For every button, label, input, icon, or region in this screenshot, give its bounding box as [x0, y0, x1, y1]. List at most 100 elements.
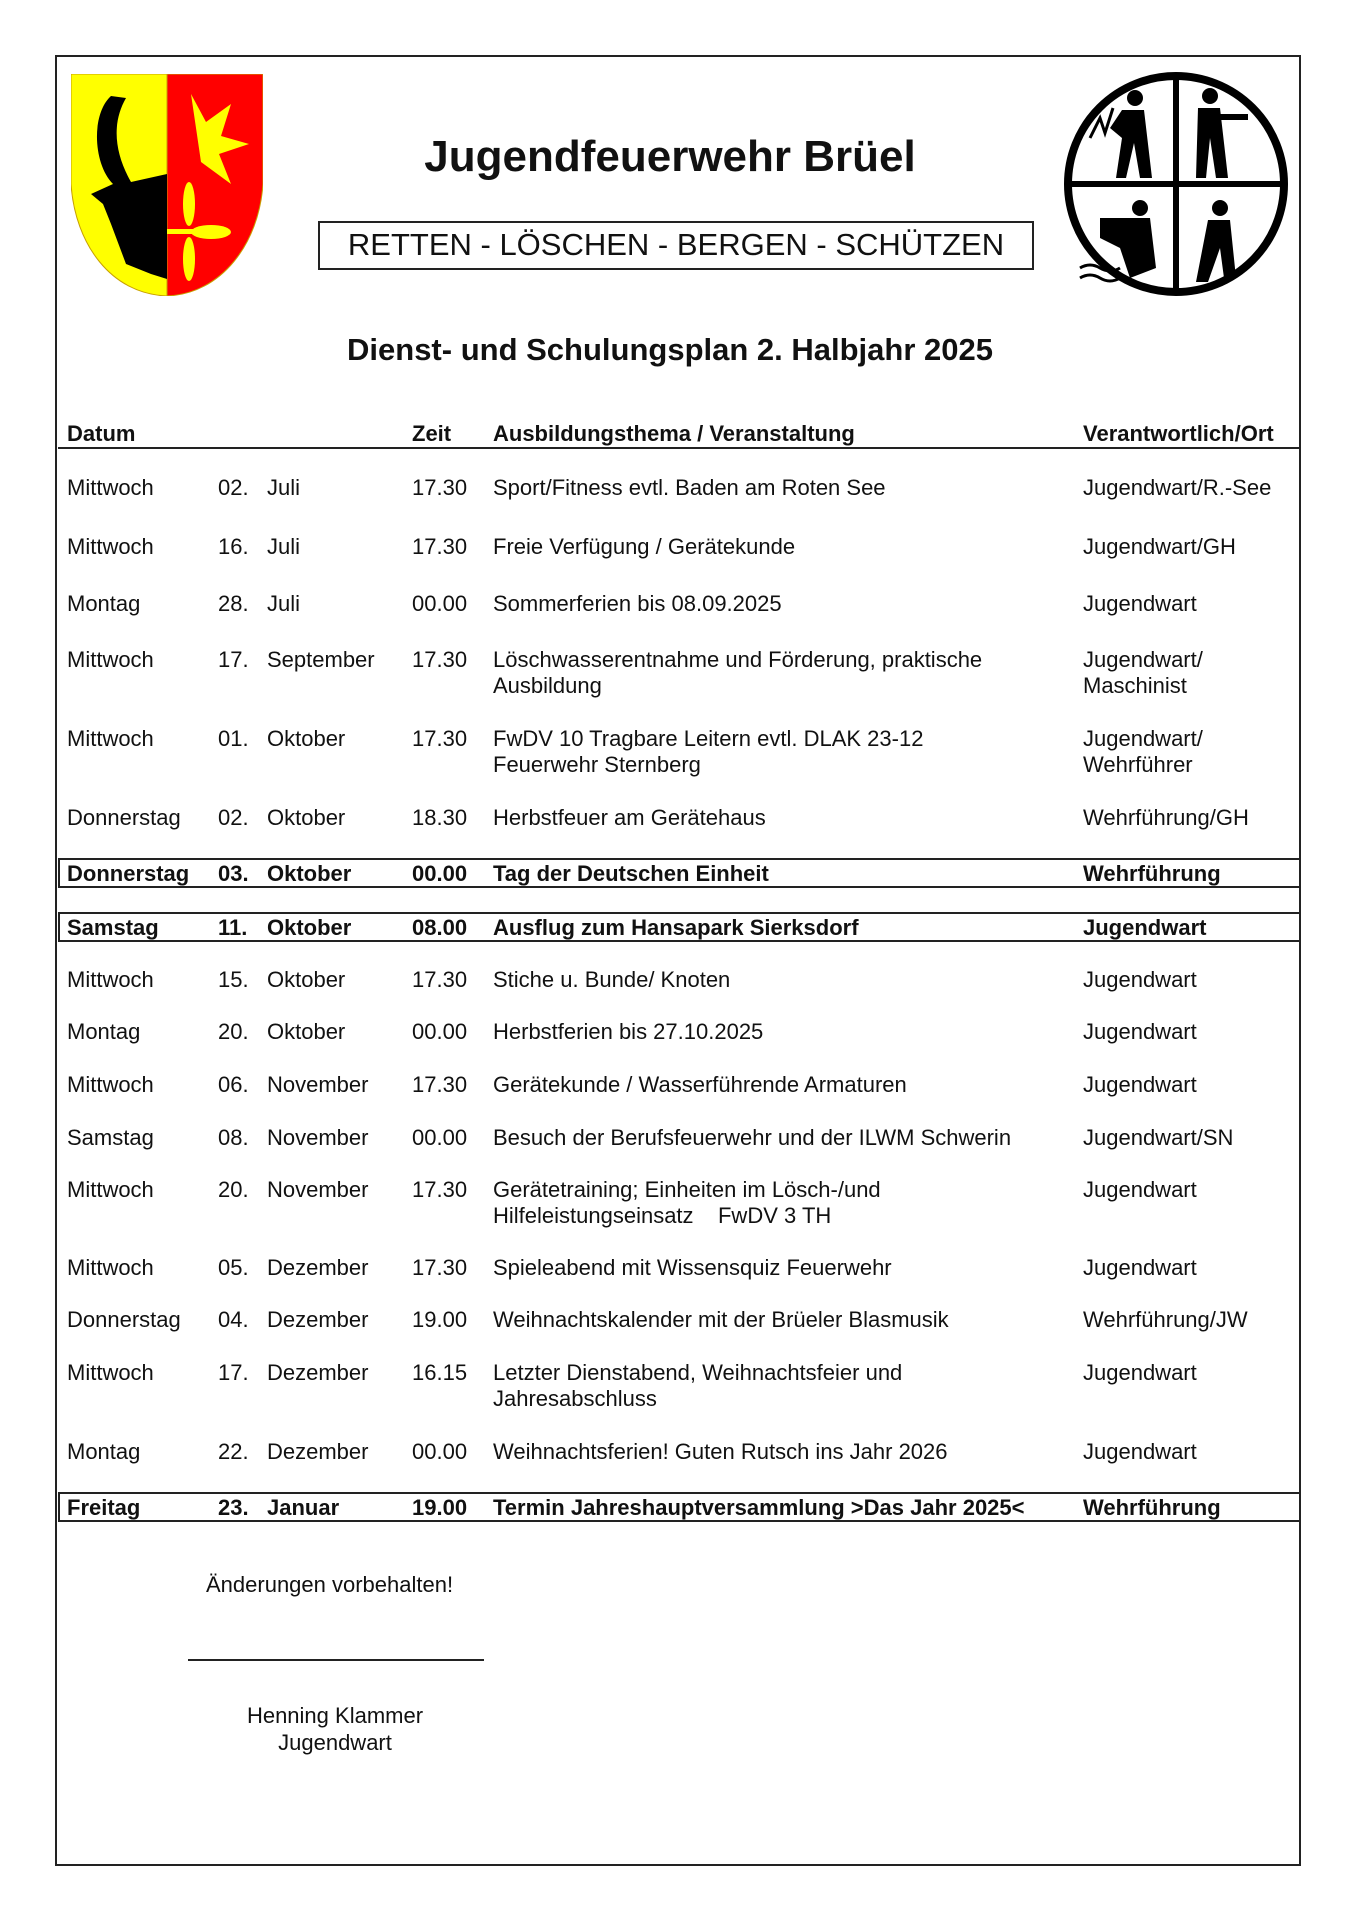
cell-nr: 28. — [218, 591, 249, 616]
cell-nr: 05. — [218, 1255, 249, 1280]
cell-ort: Jugendwart — [1083, 1072, 1197, 1097]
cell-thema: Löschwasserentnahme und Förderung, prakt… — [493, 647, 983, 698]
cell-tag: Mittwoch — [67, 1255, 154, 1280]
cell-zeit: 17.30 — [412, 475, 468, 500]
cell-monat: Oktober — [267, 967, 346, 992]
cell-tag: Freitag — [67, 1495, 141, 1520]
cell-ort: Jugendwart/SN — [1083, 1125, 1234, 1150]
cell-nr: 04. — [218, 1307, 249, 1332]
cell-tag: Mittwoch — [67, 475, 154, 500]
cell-nr: 15. — [218, 967, 249, 992]
cell-thema: Weihnachtskalender mit der Brüeler Blasm… — [493, 1307, 949, 1332]
cell-ort: Jugendwart/ Maschinist — [1083, 647, 1203, 698]
cell-tag: Mittwoch — [67, 726, 154, 751]
cell-thema: Letzter Dienstabend, Weihnachtsfeier und… — [493, 1360, 903, 1411]
column-header-zeit: Zeit — [412, 421, 452, 446]
cell-nr: 06. — [218, 1072, 249, 1097]
cell-thema: Stiche u. Bunde/ Knoten — [493, 967, 731, 992]
plan-subtitle: Dienst- und Schulungsplan 2. Halbjahr 20… — [347, 332, 993, 367]
cell-ort: Jugendwart — [1083, 1360, 1197, 1385]
cell-zeit: 17.30 — [412, 534, 468, 559]
cell-ort: Jugendwart/ Wehrführer — [1083, 726, 1203, 777]
cell-tag: Mittwoch — [67, 534, 154, 559]
cell-monat: November — [267, 1072, 369, 1097]
cell-tag: Montag — [67, 1439, 141, 1464]
cell-tag: Samstag — [67, 915, 159, 940]
cell-nr: 02. — [218, 805, 249, 830]
table-row: Freitag 23. Januar 19.00 Termin Jahreshauptv… — [58, 1492, 1301, 1522]
cell-thema: Sommerferien bis 08.09.2025 — [493, 591, 782, 616]
cell-ort: Jugendwart/R.-See — [1083, 475, 1272, 500]
cell-monat: Juli — [267, 475, 301, 500]
cell-monat: Oktober — [267, 861, 352, 886]
changes-note: Änderungen vorbehalten! — [206, 1572, 454, 1597]
page-frame — [55, 55, 1301, 1866]
cell-nr: 17. — [218, 647, 249, 672]
cell-nr: 03. — [218, 861, 249, 886]
cell-zeit: 17.30 — [412, 647, 468, 672]
table-row: Samstag 11. Oktober 08.00 Ausflug zum Hansap… — [58, 912, 1301, 942]
firefighter-emblem-logo — [1064, 72, 1288, 296]
cell-monat: Juli — [267, 534, 301, 559]
cell-tag: Mittwoch — [67, 967, 154, 992]
cell-tag: Montag — [67, 591, 141, 616]
cell-nr: 11. — [218, 915, 248, 940]
cell-thema: FwDV 10 Tragbare Leitern evtl. DLAK 23-1… — [493, 726, 924, 777]
cell-monat: Dezember — [267, 1307, 369, 1332]
cell-thema: Gerätetraining; Einheiten im Lösch-/und … — [493, 1177, 881, 1228]
cell-monat: November — [267, 1125, 369, 1150]
cell-thema: Gerätekunde / Wasserführende Armaturen — [493, 1072, 907, 1097]
cell-ort: Wehrführung — [1083, 861, 1221, 886]
cell-ort: Jugendwart/GH — [1083, 534, 1236, 559]
column-header-verantwortlich: Verantwortlich/Ort — [1083, 421, 1274, 446]
cell-monat: Oktober — [267, 805, 346, 830]
motto-box: RETTEN - LÖSCHEN - BERGEN - SCHÜTZEN — [318, 221, 1034, 270]
cell-monat: Oktober — [267, 726, 346, 751]
cell-nr: 01. — [218, 726, 249, 751]
column-header-thema: Ausbildungsthema / Veranstaltung — [493, 421, 855, 446]
cell-nr: 16. — [218, 534, 249, 559]
cell-thema: Termin Jahreshauptversammlung >Das Jahr … — [493, 1495, 1025, 1520]
signer-name: Henning Klammer — [246, 1703, 424, 1728]
cell-nr: 20. — [218, 1177, 249, 1202]
cell-zeit: 18.30 — [412, 805, 468, 830]
cell-tag: Mittwoch — [67, 1072, 154, 1097]
cell-monat: November — [267, 1177, 369, 1202]
cell-thema: Ausflug zum Hansapark Sierksdorf — [493, 915, 859, 940]
cell-ort: Wehrführung/JW — [1083, 1307, 1248, 1332]
coat-of-arms-logo — [71, 74, 263, 296]
header-divider — [58, 447, 1301, 449]
cell-zeit: 17.30 — [412, 1177, 468, 1202]
cell-zeit: 17.30 — [412, 1072, 468, 1097]
cell-tag: Donnerstag — [67, 861, 190, 886]
cell-zeit: 00.00 — [412, 861, 468, 886]
cell-monat: Oktober — [267, 915, 352, 940]
cell-thema: Weihnachtsferien! Guten Rutsch ins Jahr … — [493, 1439, 948, 1464]
cell-tag: Mittwoch — [67, 647, 154, 672]
cell-ort: Jugendwart — [1083, 1177, 1197, 1202]
cell-tag: Montag — [67, 1019, 141, 1044]
cell-tag: Donnerstag — [67, 1307, 181, 1332]
cell-monat: September — [267, 647, 375, 672]
cell-ort: Jugendwart — [1083, 1439, 1197, 1464]
cell-zeit: 00.00 — [412, 1125, 468, 1150]
signature-line — [188, 1659, 484, 1661]
cell-nr: 22. — [218, 1439, 249, 1464]
table-row: Donnerstag 03. Oktober 00.00 Tag der Deutsch… — [58, 858, 1301, 888]
cell-monat: Juli — [267, 591, 301, 616]
cell-nr: 08. — [218, 1125, 249, 1150]
cell-ort: Wehrführung/GH — [1083, 805, 1249, 830]
cell-monat: Dezember — [267, 1439, 369, 1464]
cell-tag: Donnerstag — [67, 805, 181, 830]
signer-role: Jugendwart — [278, 1730, 392, 1755]
cell-thema: Herbstfeuer am Gerätehaus — [493, 805, 766, 830]
cell-monat: Oktober — [267, 1019, 346, 1044]
cell-ort: Jugendwart — [1083, 1255, 1197, 1280]
column-header-datum: Datum — [67, 421, 136, 446]
cell-zeit: 00.00 — [412, 1439, 468, 1464]
cell-zeit: 17.30 — [412, 726, 468, 751]
cell-zeit: 08.00 — [412, 915, 468, 940]
cell-monat: Januar — [267, 1495, 340, 1520]
cell-thema: Besuch der Berufsfeuerwehr und der ILWM … — [493, 1125, 1012, 1150]
